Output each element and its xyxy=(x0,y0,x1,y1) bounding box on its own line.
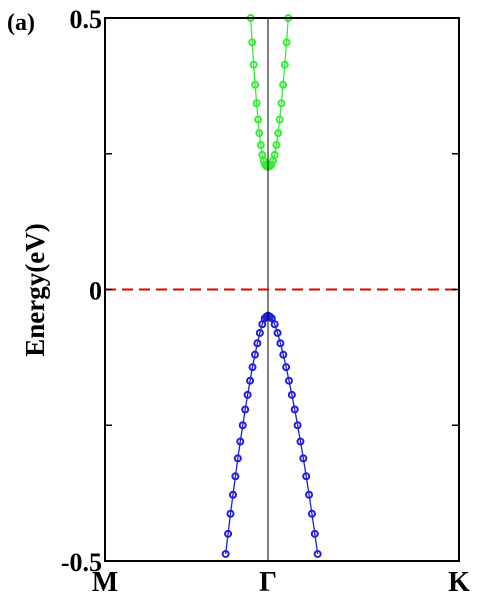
valence-band-point xyxy=(236,437,245,446)
conduction-band-point xyxy=(282,38,291,47)
valence-band-point xyxy=(233,454,242,463)
conduction-band-point xyxy=(275,115,284,124)
valence-band-point xyxy=(305,490,314,499)
conduction-band-point xyxy=(254,115,263,124)
valence-band-point xyxy=(302,472,311,481)
axis-ticks xyxy=(105,17,459,562)
conduction-band-point xyxy=(274,129,283,138)
valence-band-point xyxy=(282,363,291,372)
valence-band-point xyxy=(231,472,240,481)
valence-band-point xyxy=(279,350,288,359)
valence-band-point xyxy=(241,405,250,414)
valence-band-point xyxy=(287,390,296,399)
plot-marks xyxy=(221,14,322,558)
valence-band-point xyxy=(224,529,233,538)
y-tick-label: -0.5 xyxy=(61,548,102,577)
valence-band-point xyxy=(273,328,282,337)
conduction-band-point xyxy=(256,141,265,150)
valence-band-point xyxy=(253,339,262,348)
valence-band-point xyxy=(267,314,276,323)
valence-band-point xyxy=(250,350,259,359)
x-tick-label: M xyxy=(92,567,118,598)
x-tick-label: K xyxy=(448,567,470,598)
conduction-band-point xyxy=(280,60,289,69)
valence-band-point xyxy=(226,509,235,518)
valence-band-point xyxy=(255,328,264,337)
conduction-band-point xyxy=(251,80,260,89)
panel-label: (a) xyxy=(7,10,35,36)
y-tick-label: 0.5 xyxy=(70,5,103,34)
conduction-band-point xyxy=(249,60,258,69)
y-tick-label: 0 xyxy=(89,277,102,306)
axis-labels: -0.5 0 0.5 M Γ K xyxy=(61,5,470,598)
valence-band-point xyxy=(248,363,257,372)
valence-band-point xyxy=(276,339,285,348)
conduction-band-line xyxy=(250,17,289,168)
valence-band-point xyxy=(246,376,255,385)
valence-band-point xyxy=(307,509,316,518)
valence-band-point xyxy=(270,320,279,329)
conduction-band-point xyxy=(277,99,286,108)
conduction-band-point xyxy=(255,129,264,138)
valence-band-line xyxy=(224,314,319,555)
valence-band-point xyxy=(221,549,230,558)
conduction-band-point xyxy=(272,141,281,150)
conduction-band-point xyxy=(252,99,261,108)
valence-band-point xyxy=(285,376,294,385)
x-tick-label: Γ xyxy=(259,567,277,598)
valence-band-point xyxy=(299,454,308,463)
valence-band-point xyxy=(296,437,305,446)
y-axis-label: Energy(eV) xyxy=(20,223,50,356)
valence-band-point xyxy=(228,490,237,499)
valence-band-point xyxy=(293,421,302,430)
conduction-band-point xyxy=(248,38,257,47)
valence-band-point xyxy=(238,421,247,430)
valence-band-point xyxy=(310,529,319,538)
conduction-band-point xyxy=(279,80,288,89)
valence-band-point xyxy=(313,549,322,558)
valence-band-point xyxy=(290,405,299,414)
conduction-band-point xyxy=(270,150,279,159)
valence-band-point xyxy=(243,390,252,399)
